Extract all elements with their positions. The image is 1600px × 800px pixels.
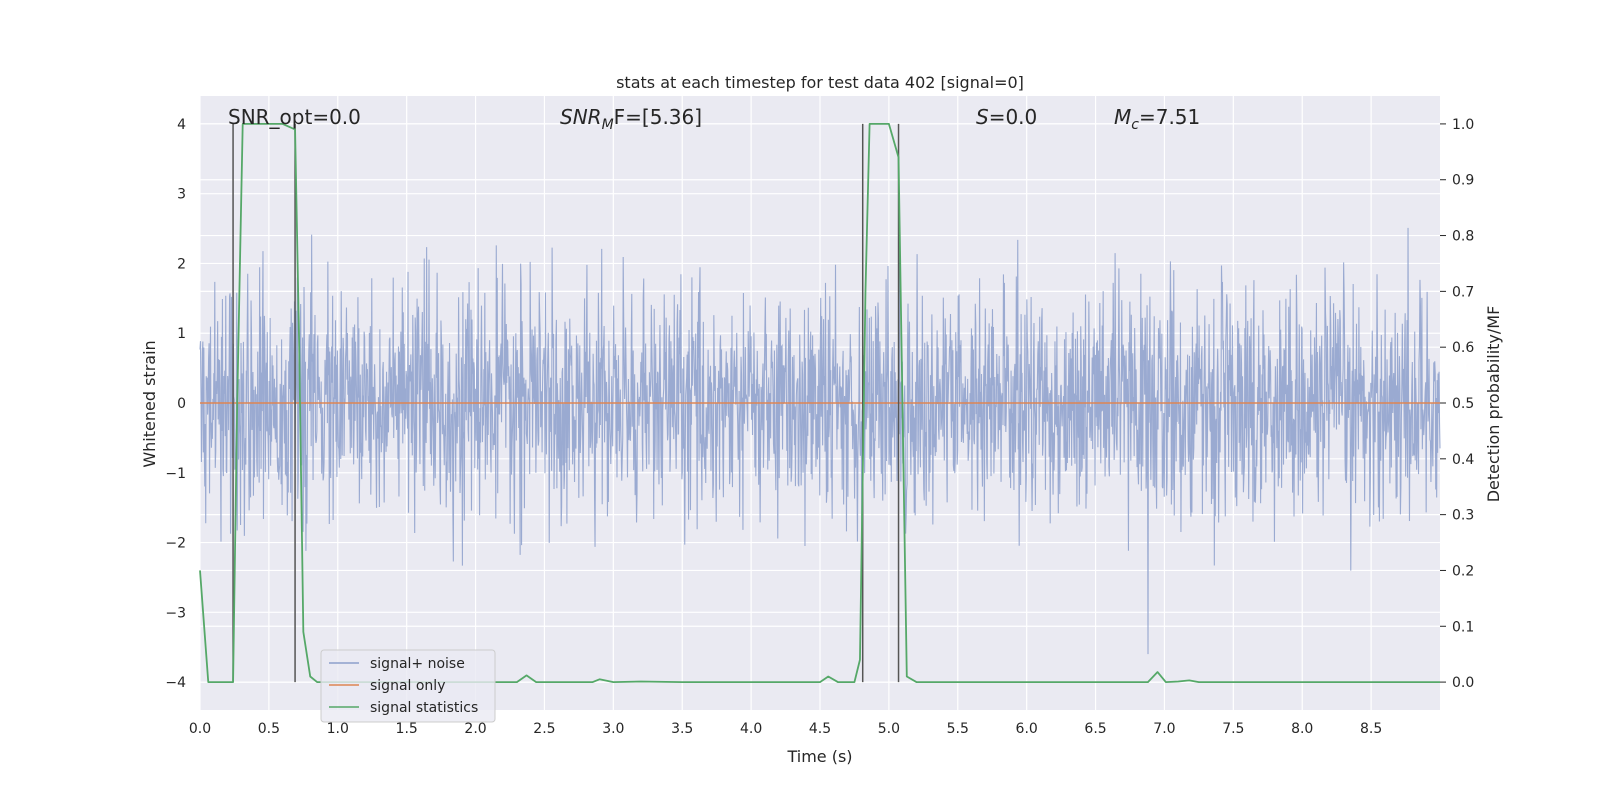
y2-tick-label: 1.0: [1452, 117, 1474, 133]
ticks: 0.0 0.5 1.0 1.5 2.0 2.5 3.0 3.5 4.0 4.5 5.0 5.5 6.0 6…: [165, 117, 1474, 737]
annotation-snr-mf: SNRMF=[5.36]: [560, 105, 702, 133]
y-tick-label: 3: [177, 187, 186, 203]
legend-label-signal-only: signal only: [370, 678, 445, 694]
annotation-s: S=0.0: [976, 105, 1037, 129]
x-axis-label: Time (s): [786, 747, 852, 766]
y2-tick-label: 0.1: [1452, 619, 1474, 635]
annotation-mc: Mc=7.51: [1114, 105, 1200, 133]
x-tick-label: 0.0: [189, 721, 211, 737]
y2-axis-label: Detection probability/MF: [1484, 306, 1503, 503]
y-axis-label: Whitened strain: [140, 340, 159, 467]
x-tick-label: 2.5: [533, 721, 555, 737]
x-tick-label: 7.5: [1222, 721, 1244, 737]
x-tick-label: 2.0: [464, 721, 486, 737]
x-tick-label: 5.0: [878, 721, 900, 737]
legend-label-signal-noise: signal+ noise: [370, 656, 465, 672]
annotation-snr-mf-rest: F=[5.36]: [614, 105, 702, 129]
x-tick-label: 6.5: [1084, 721, 1106, 737]
x-tick-label: 4.0: [740, 721, 762, 737]
series-signal-statistics: [199, 123, 1440, 683]
legend: signal+ noise signal only signal statist…: [320, 649, 496, 723]
x-tick-label: 6.0: [1016, 721, 1038, 737]
y2-tick-label: 0.9: [1452, 173, 1474, 189]
x-tick-label: 8.5: [1360, 721, 1382, 737]
annotation-mc-sub: c: [1131, 117, 1139, 133]
x-tick-label: 3.0: [602, 721, 624, 737]
y-tick-label: 0: [177, 396, 186, 412]
y2-tick-label: 0.3: [1452, 508, 1474, 524]
y-tick-label: 1: [177, 326, 186, 342]
signal-noise-line: [199, 227, 1441, 655]
x-tick-label: 1.5: [396, 721, 418, 737]
annotation-s-base: S: [976, 105, 989, 129]
y-tick-label: 2: [177, 256, 186, 272]
legend-label-signal-statistics: signal statistics: [370, 700, 478, 716]
x-tick-label: 3.5: [671, 721, 693, 737]
y-tick-label: −4: [165, 675, 186, 691]
y2-tick-label: 0.2: [1452, 563, 1474, 579]
x-tick-label: 8.0: [1291, 721, 1313, 737]
y2-tick-label: 0.4: [1452, 452, 1474, 468]
signal-statistics-line: [199, 123, 1440, 683]
annotation-mc-base: M: [1114, 105, 1131, 129]
y2-tick-label: 0.7: [1452, 284, 1474, 300]
vertical-lines: [232, 123, 900, 683]
annotation-snr-opt: SNR_opt=0.0: [228, 105, 361, 129]
x-tick-label: 7.0: [1153, 721, 1175, 737]
y2-tick-label: 0.5: [1452, 396, 1474, 412]
y-tick-label: −1: [165, 466, 186, 482]
chart-title: stats at each timestep for test data 402…: [616, 73, 1024, 92]
y2-tick-label: 0.0: [1452, 675, 1474, 691]
x-tick-label: 1.0: [327, 721, 349, 737]
y-tick-label: −2: [165, 536, 186, 552]
y2-tick-label: 0.6: [1452, 340, 1474, 356]
y-tick-label: 4: [177, 117, 186, 133]
x-tick-label: 0.5: [258, 721, 280, 737]
y2-tick-label: 0.8: [1452, 229, 1474, 245]
series-signal-noise: [199, 227, 1441, 655]
annotation-mc-rest: =7.51: [1139, 105, 1200, 129]
legend-box: [320, 649, 496, 723]
annotation-snr-mf-base: SNR: [560, 105, 602, 129]
x-tick-label: 5.5: [947, 721, 969, 737]
x-tick-label: 4.5: [809, 721, 831, 737]
y-tick-label: −3: [165, 605, 186, 621]
annotation-snr-mf-sub: M: [602, 117, 614, 133]
annotation-s-rest: =0.0: [989, 105, 1038, 129]
